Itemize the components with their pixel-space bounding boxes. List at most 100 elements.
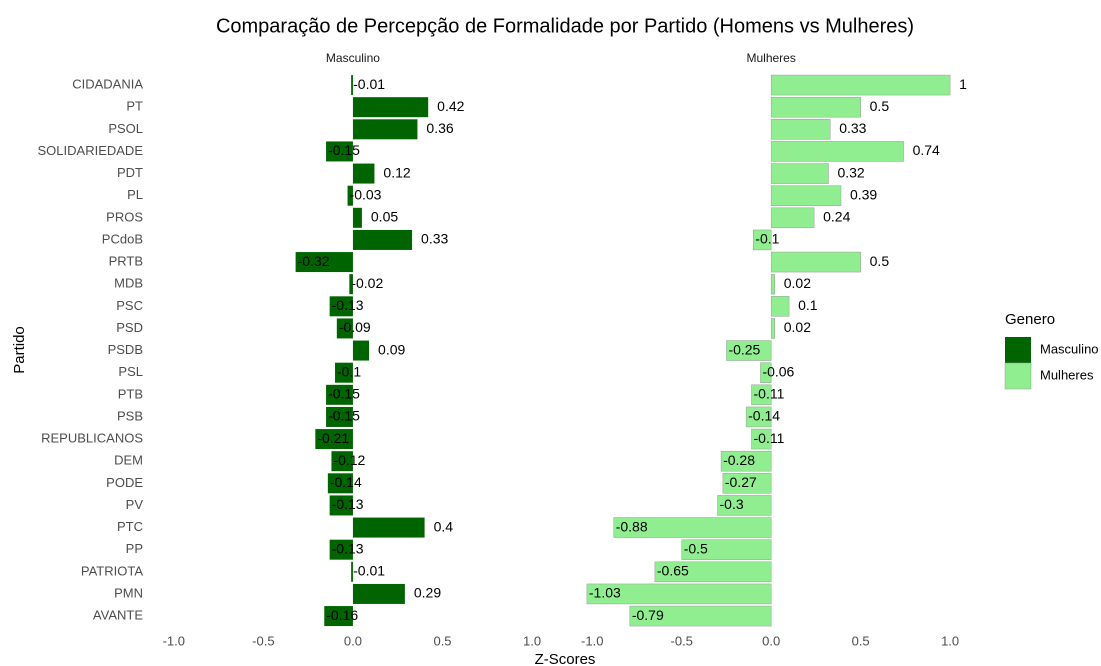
y-tick-label: PSDB: [108, 342, 143, 357]
value-label: -0.11: [754, 430, 785, 446]
x-tick-label: 1.0: [941, 633, 959, 648]
y-tick-label: PDT: [117, 165, 143, 180]
value-label: -0.14: [748, 408, 780, 424]
y-tick-label: PCdoB: [102, 231, 143, 246]
bar: [681, 539, 772, 560]
bar: [770, 163, 829, 184]
bar: [745, 406, 772, 428]
bar: [770, 296, 790, 317]
facet-label: Masculino: [326, 51, 380, 65]
bar: [770, 119, 831, 140]
y-tick-label: PV: [126, 497, 144, 512]
bar: [770, 74, 951, 96]
bar: [717, 495, 772, 516]
bar: [352, 583, 405, 604]
value-label: -0.03: [350, 186, 382, 202]
bar: [315, 429, 353, 450]
y-tick-label: PSOL: [108, 121, 143, 136]
value-label: 0.5: [870, 98, 890, 114]
y-tick-label: REPUBLICANOS: [41, 431, 143, 446]
x-tick-label: 0.0: [344, 633, 362, 648]
bar: [726, 340, 772, 361]
value-label: -0.27: [725, 474, 757, 490]
y-tick-label: PSD: [116, 320, 143, 335]
x-axis-title: Z-Scores: [535, 651, 596, 666]
x-tick-label: -1.0: [163, 633, 185, 648]
value-label: -0.65: [657, 563, 689, 579]
value-label: 0.42: [437, 98, 464, 114]
value-label: 0.24: [823, 209, 850, 225]
value-label: 0.33: [421, 231, 448, 247]
bar: [613, 517, 772, 538]
bar: [760, 362, 772, 383]
value-label: -0.06: [762, 363, 794, 379]
y-axis-title: Partido: [11, 326, 28, 374]
bar: [347, 185, 353, 206]
y-tick-label: PODE: [106, 475, 143, 490]
y-tick-label: PATRIOTA: [81, 563, 143, 578]
value-label: -0.1: [337, 363, 361, 379]
value-label: -0.32: [298, 253, 330, 269]
value-label: 0.12: [383, 164, 410, 180]
y-tick-label: PMN: [114, 585, 143, 600]
value-label: 0.29: [414, 585, 441, 601]
bar: [770, 318, 776, 339]
bar: [352, 229, 413, 250]
value-label: -0.01: [353, 563, 385, 579]
bar: [324, 606, 353, 627]
legend-swatch: [1005, 337, 1031, 363]
value-label: -0.5: [684, 540, 708, 556]
bar: [352, 97, 429, 118]
bar: [352, 119, 418, 140]
value-label: -0.3: [720, 496, 744, 512]
value-label: -0.13: [332, 297, 364, 313]
y-tick-label: PSC: [116, 298, 143, 313]
value-label: -0.13: [332, 496, 364, 512]
chart-title: Comparação de Percepção de Formalidade p…: [216, 15, 914, 37]
value-label: 0.39: [850, 186, 877, 202]
bar: [770, 96, 861, 118]
x-tick-label: 1.0: [523, 633, 541, 648]
value-label: -0.11: [754, 386, 785, 402]
bar: [751, 384, 772, 406]
facet-label: Mulheres: [747, 51, 796, 65]
bar: [629, 605, 772, 627]
bar: [770, 251, 861, 273]
legend-label: Masculino: [1040, 341, 1099, 356]
bar: [770, 207, 815, 229]
y-tick-label: MDB: [114, 276, 143, 291]
bar: [326, 141, 353, 162]
legend-label: Mulheres: [1040, 367, 1094, 382]
bar: [352, 517, 425, 538]
value-label: -0.09: [339, 319, 371, 335]
value-label: -0.14: [330, 474, 362, 490]
value-label: -0.21: [317, 430, 349, 446]
y-tick-label: DEM: [114, 453, 143, 468]
bar: [329, 495, 353, 516]
bar: [720, 450, 772, 472]
value-label: -0.12: [333, 452, 365, 468]
value-label: 0.74: [913, 142, 940, 158]
bar: [586, 583, 772, 605]
y-tick-label: PSL: [118, 364, 143, 379]
bar: [770, 273, 776, 295]
value-label: -0.28: [723, 452, 755, 468]
y-tick-label: PTB: [118, 386, 143, 401]
value-label: -0.13: [332, 540, 364, 556]
value-label: 0.05: [371, 209, 398, 225]
bar: [336, 318, 353, 339]
legend-title: Genero: [1005, 311, 1055, 328]
y-tick-label: PTC: [117, 519, 143, 534]
bar: [722, 473, 772, 494]
bar: [329, 539, 353, 560]
y-tick-label: PL: [127, 187, 143, 202]
bar: [326, 406, 353, 427]
value-label: 0.02: [784, 275, 811, 291]
bar: [351, 75, 353, 96]
value-label: 0.4: [434, 518, 454, 534]
bar: [326, 384, 353, 405]
value-label: 0.02: [784, 319, 811, 335]
x-tick-label: -0.5: [252, 633, 274, 648]
x-tick-label: 0.0: [762, 633, 780, 648]
